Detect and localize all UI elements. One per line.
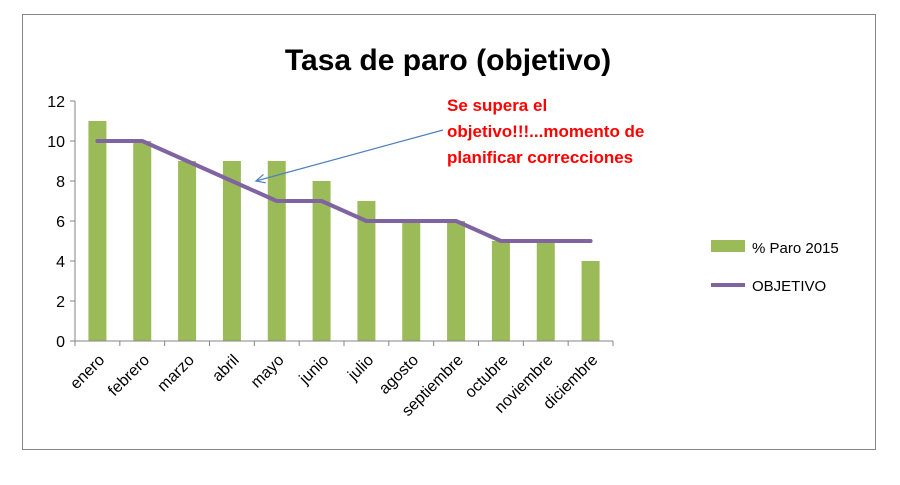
annotation-text-line: Se supera el (447, 96, 547, 115)
bar-series (88, 121, 600, 341)
y-axis: 0 2 4 6 8 10 12 (47, 94, 76, 351)
objective-line (95, 139, 593, 243)
chart-title: Tasa de paro (objetivo) (285, 44, 611, 77)
chart-svg: Tasa de paro (objetivo) 0 2 4 6 8 10 12 enerof… (47, 44, 839, 420)
chart-frame: Tasa de paro (objetivo) 0 2 4 6 8 10 12 enero f… (22, 14, 876, 450)
annotation-text-line: planificar correcciones (447, 148, 633, 167)
x-tick-label: abril (209, 352, 242, 385)
annotation-text-line: objetivo!!!...momento de (447, 122, 644, 141)
legend-label-bar: % Paro 2015 (752, 240, 839, 257)
y-tick-label: 12 (47, 94, 65, 111)
y-tick-label: 2 (56, 294, 65, 311)
bar (312, 181, 331, 341)
bar (222, 161, 241, 341)
bar (491, 241, 510, 341)
annotation: Se supera el objetivo!!!...momento de plan… (254, 96, 644, 184)
objective-series (95, 139, 593, 243)
y-tick-label: 8 (56, 174, 65, 191)
y-tick-label: 4 (56, 254, 65, 271)
bar (88, 121, 107, 341)
bar (178, 161, 197, 341)
annotation-arrow-line (255, 129, 444, 182)
y-tick-label: 6 (56, 214, 65, 231)
bar (581, 261, 600, 341)
bar (133, 141, 152, 341)
y-tick-label: 10 (47, 134, 65, 151)
x-tick-label: enero (67, 352, 108, 393)
bar (447, 221, 466, 341)
x-tick-label: mayo (248, 352, 288, 392)
x-tick-label: marzo (154, 352, 198, 396)
x-tick-label: febrero (105, 352, 153, 400)
y-tick-label: 0 (56, 334, 65, 351)
legend-swatch-bar (711, 240, 745, 252)
bar (402, 221, 421, 341)
annotation-arrow-head (254, 173, 266, 184)
x-tick-label: julio (344, 352, 377, 385)
legend: % Paro 2015 OBJETIVO (711, 240, 839, 295)
x-tick-label: junio (296, 352, 333, 389)
legend-label-line: OBJETIVO (752, 278, 826, 295)
bar (357, 201, 376, 341)
bar (267, 161, 286, 341)
bar (536, 241, 555, 341)
